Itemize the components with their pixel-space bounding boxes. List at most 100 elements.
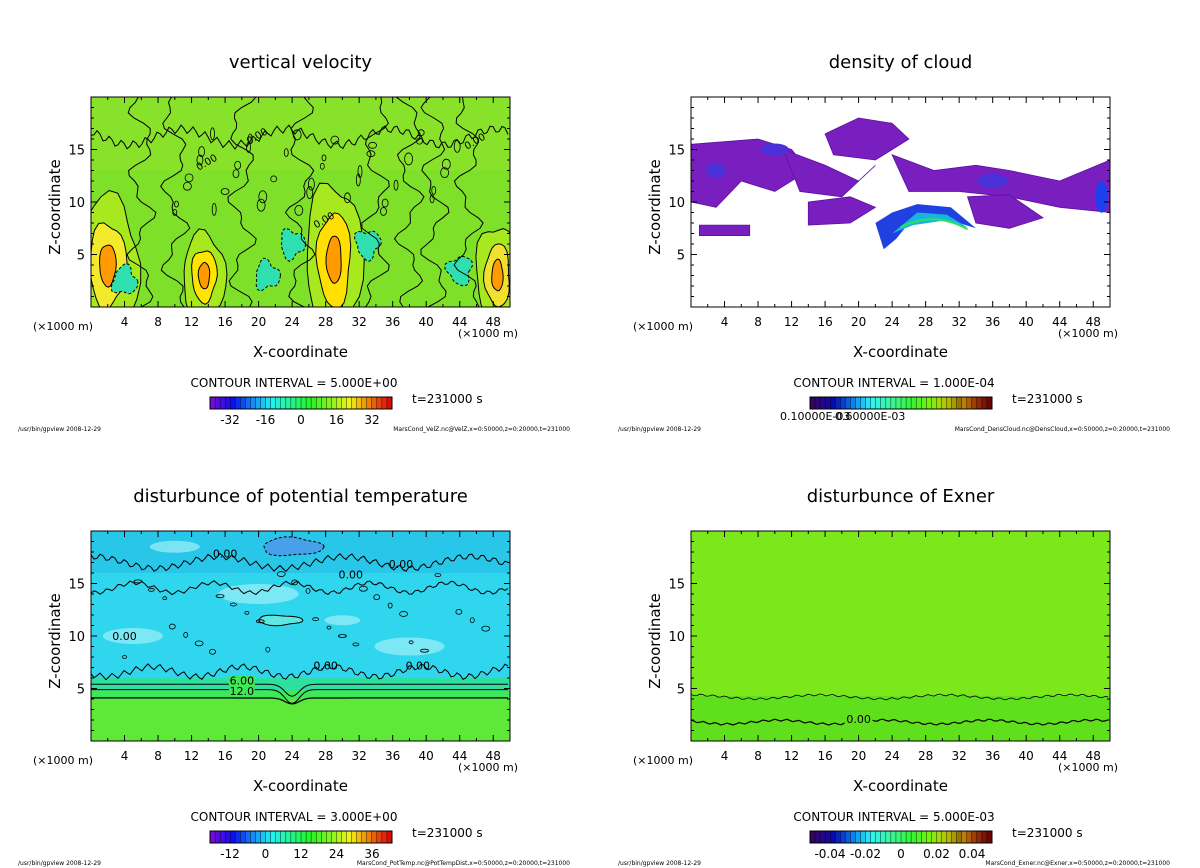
colorbar-segment bbox=[214, 830, 221, 844]
downdraft-contour bbox=[255, 257, 281, 292]
contour-6 bbox=[91, 683, 508, 697]
colorbar-segment bbox=[361, 830, 368, 844]
colorbar-frame bbox=[209, 396, 393, 410]
x-tick-label: 24 bbox=[284, 749, 299, 763]
warm-patch bbox=[374, 637, 445, 656]
colorbar-segment bbox=[305, 830, 312, 844]
small-contour bbox=[183, 632, 189, 638]
colorbar-segment bbox=[860, 396, 867, 410]
colorbar-segment bbox=[946, 830, 953, 844]
downdraft-contour bbox=[354, 230, 382, 262]
x-tick-label: 32 bbox=[352, 315, 367, 329]
contour-9 bbox=[91, 689, 508, 705]
colorbar-segment bbox=[971, 396, 978, 410]
colorbar-segment bbox=[270, 396, 277, 410]
colorbar-segment bbox=[971, 830, 978, 844]
colorbar-segment bbox=[356, 396, 363, 410]
colorbar-segment bbox=[219, 830, 226, 844]
colorbar-segment bbox=[855, 830, 862, 844]
small-contour bbox=[256, 198, 266, 212]
warm-patch bbox=[102, 628, 163, 644]
colorbar-tick-label: -0.04 bbox=[814, 847, 845, 861]
small-contour bbox=[194, 640, 204, 647]
colorbar-segment bbox=[265, 830, 272, 844]
small-contour bbox=[380, 207, 387, 216]
contour-label: 0.00 bbox=[339, 568, 364, 581]
y-tick-label: 5 bbox=[677, 683, 685, 698]
colorbar-segment bbox=[230, 396, 236, 410]
colorbar-segment bbox=[295, 830, 302, 844]
small-contour bbox=[291, 579, 299, 586]
x-tick-label: 12 bbox=[784, 749, 799, 763]
colorbar-segment bbox=[326, 396, 332, 410]
contour-interval: CONTOUR INTERVAL = 5.000E+00 bbox=[191, 376, 398, 390]
x-tick-label: 8 bbox=[754, 315, 762, 329]
x-unit-right: (×1000 m) bbox=[1058, 327, 1118, 340]
downdraft-contour bbox=[110, 263, 139, 295]
chart-title: disturbunce of potential temperature bbox=[133, 486, 468, 507]
small-contour bbox=[307, 177, 315, 191]
colorbar-segment bbox=[300, 830, 307, 844]
colorbar-tick-label: 32 bbox=[364, 413, 379, 427]
colorbar-segment bbox=[830, 830, 836, 844]
x-unit-left: (×1000 m) bbox=[33, 754, 93, 767]
colorbar-segment bbox=[315, 396, 322, 410]
x-unit-left: (×1000 m) bbox=[633, 754, 693, 767]
small-contour bbox=[393, 179, 399, 191]
x-unit-right: (×1000 m) bbox=[458, 761, 518, 774]
colorbar-segment bbox=[910, 830, 917, 844]
x-tick-label: 4 bbox=[721, 749, 729, 763]
x-axis-label: X-coordinate bbox=[253, 777, 348, 795]
x-tick-label: 28 bbox=[918, 749, 933, 763]
small-contour bbox=[265, 646, 271, 653]
colorbar-segment bbox=[824, 396, 831, 410]
contour-interval: CONTOUR INTERVAL = 3.000E+00 bbox=[191, 810, 398, 824]
small-contour bbox=[326, 625, 332, 630]
x-tick-label: 40 bbox=[419, 315, 434, 329]
colorbar-segment bbox=[371, 830, 378, 844]
cloud-wedge bbox=[875, 204, 976, 250]
small-contour bbox=[387, 602, 393, 609]
zero-contour bbox=[691, 718, 1109, 726]
x-tick-label: 8 bbox=[754, 749, 762, 763]
small-contour bbox=[337, 634, 347, 638]
colorbar-segment bbox=[981, 830, 988, 844]
colorbar-segment bbox=[351, 396, 358, 410]
colorbar-segment bbox=[809, 830, 816, 844]
x-tick-label: 44 bbox=[1052, 749, 1067, 763]
chart-title: density of cloud bbox=[829, 52, 973, 73]
x-tick-label: 24 bbox=[284, 315, 299, 329]
contour-line bbox=[691, 693, 1109, 701]
small-contour bbox=[162, 596, 168, 601]
colorbar-segment bbox=[915, 830, 922, 844]
small-contour bbox=[455, 608, 463, 615]
x-tick-label: 40 bbox=[419, 749, 434, 763]
colorbar-segment bbox=[865, 396, 872, 410]
x-axis-label: X-coordinate bbox=[853, 777, 948, 795]
y-tick-label: 5 bbox=[677, 249, 685, 264]
colorbar-segment bbox=[240, 830, 246, 844]
lower-layer bbox=[691, 695, 1110, 741]
colorbar-tick-label: 0 bbox=[262, 847, 270, 861]
warm-patch bbox=[324, 615, 361, 626]
colorbar-segment bbox=[915, 396, 922, 410]
colorbar-segment bbox=[936, 396, 942, 410]
x-tick-label: 44 bbox=[452, 315, 467, 329]
colorbar-tick-label: -0.02 bbox=[850, 847, 881, 861]
colorbar-segment bbox=[986, 830, 993, 844]
colorbar-segment bbox=[336, 830, 342, 844]
small-contour bbox=[209, 648, 216, 655]
colorbar-segment bbox=[341, 396, 348, 410]
colorbar-segment bbox=[245, 830, 251, 844]
footer-right: MarsCond_DensCloud.nc@DensCloud,x=0:5000… bbox=[955, 426, 1170, 433]
updraft-peak bbox=[325, 235, 342, 284]
zero-contour bbox=[453, 97, 484, 307]
x-unit-right: (×1000 m) bbox=[458, 327, 518, 340]
x-tick-label: 4 bbox=[721, 315, 729, 329]
zero-contour bbox=[160, 97, 191, 307]
y-tick-label: 10 bbox=[668, 196, 685, 211]
colorbar-segment bbox=[875, 830, 882, 844]
x-tick-label: 12 bbox=[184, 315, 199, 329]
cloud-dense bbox=[760, 143, 789, 156]
